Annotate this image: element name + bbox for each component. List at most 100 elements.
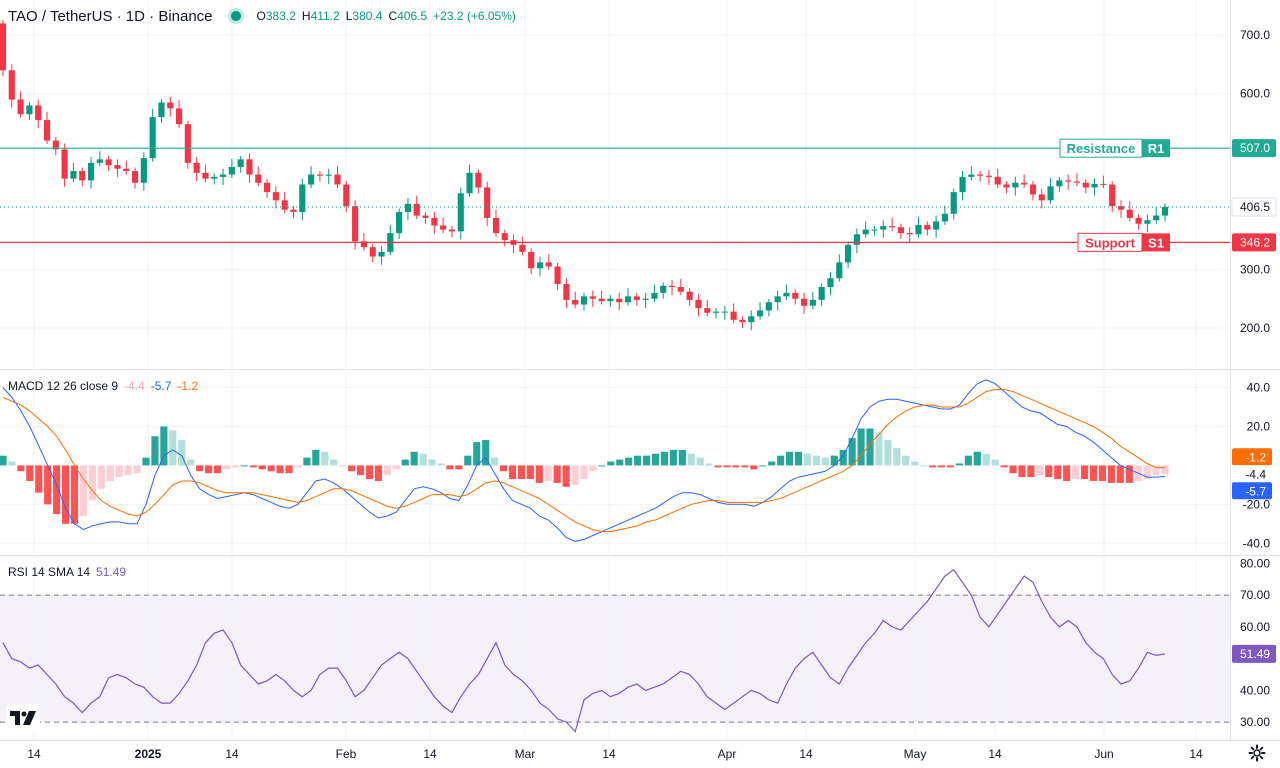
macd-histogram-bar: [160, 426, 168, 466]
macd-value-tag: [1232, 448, 1272, 466]
rsi-value: 51.49: [96, 565, 127, 579]
macd-histogram-bar: [705, 463, 713, 466]
macd-histogram-bar: [768, 461, 776, 466]
macd-histogram-bar: [133, 465, 141, 474]
candle-body: [299, 184, 306, 213]
candle-body: [730, 311, 737, 320]
macd-legend[interactable]: MACD 12 26 close 9 -4.4 -5.7 -1.2: [8, 379, 198, 393]
macd-histogram-bar: [213, 465, 222, 474]
macd-histogram-bar: [642, 455, 651, 466]
macd-histogram-bar: [812, 455, 820, 466]
rsi-tick-label: 30.00: [1240, 715, 1270, 729]
candle-body: [1047, 186, 1054, 201]
candle-body: [765, 302, 772, 311]
macd-histogram-bar: [508, 465, 517, 480]
price-tick-label: 200.0: [1240, 321, 1270, 335]
candle-body: [1056, 180, 1063, 187]
macd-tick-label: 40.0: [1247, 381, 1271, 395]
macd-histogram-bar: [1009, 465, 1017, 474]
macd-histogram-bar: [473, 442, 481, 466]
macd-histogram-bar: [669, 449, 677, 466]
candle-body: [1091, 183, 1098, 188]
candle-body: [985, 175, 993, 177]
candle-body: [1065, 180, 1072, 182]
macd-histogram-bar: [1045, 465, 1053, 478]
macd-histogram-bar: [365, 465, 374, 480]
macd-histogram-bar: [88, 465, 96, 501]
time-tick-label: Apr: [718, 747, 737, 761]
time-tick-label: Mar: [515, 747, 536, 761]
close-value: 406.5: [397, 9, 428, 23]
macd-histogram-bar: [1018, 465, 1026, 478]
macd-histogram-bar: [1027, 465, 1035, 478]
low-value: 380.4: [352, 9, 383, 23]
candle-body: [616, 298, 623, 303]
macd-title: MACD 12 26 close 9: [8, 379, 119, 393]
symbol-title[interactable]: TAO / TetherUS · 1D · Binance: [8, 7, 213, 25]
candle-body: [563, 284, 570, 300]
candle-body: [572, 299, 579, 305]
tradingview-logo-icon[interactable]: [6, 704, 40, 732]
macd-histogram-bar: [401, 459, 409, 466]
macd-histogram-bar: [303, 457, 311, 466]
candle-body: [941, 213, 949, 222]
macd-histogram-bar: [392, 465, 400, 470]
candle-body: [290, 209, 297, 213]
close-label: C: [388, 9, 398, 23]
rsi-value-label: 51.49: [1240, 647, 1270, 661]
macd-value-label: -1.2: [1245, 450, 1266, 464]
macd-histogram-bar: [937, 465, 946, 468]
candle-body: [308, 174, 315, 185]
candle-body: [87, 162, 95, 181]
macd-histogram-bar: [1161, 465, 1169, 474]
candle-body: [246, 159, 253, 175]
macd-histogram-bar: [526, 465, 534, 480]
macd-histogram-bar: [857, 428, 865, 466]
candle-body: [1126, 209, 1133, 218]
macd-histogram-bar: [26, 465, 34, 481]
macd-histogram-bar: [44, 465, 52, 505]
macd-histogram-bar: [553, 465, 561, 483]
candle-body: [404, 203, 412, 213]
candle-body: [316, 174, 323, 176]
macd-signal-value: -1.2: [177, 379, 199, 393]
candle-body: [114, 165, 121, 169]
macd-histogram-bar: [1063, 465, 1071, 481]
rsi-legend[interactable]: RSI 14 SMA 14 51.49: [8, 565, 126, 579]
macd-histogram-bar: [61, 465, 70, 524]
low-label: L: [345, 9, 353, 23]
macd-histogram-bar: [1152, 465, 1160, 476]
macd-histogram-bar: [1116, 465, 1124, 483]
macd-histogram-bar: [920, 465, 928, 467]
macd-histogram-bar: [321, 451, 329, 466]
candle-body: [589, 296, 596, 299]
macd-histogram-bar: [911, 461, 919, 466]
resistance-tag: R1: [1148, 141, 1165, 156]
candle-body: [105, 159, 112, 166]
support-tag-box: [1142, 233, 1170, 252]
macd-histogram-bar: [1125, 465, 1133, 483]
macd-histogram-bar: [169, 430, 177, 466]
candle-body: [26, 105, 33, 115]
candle-body: [897, 227, 904, 234]
candle-body: [369, 247, 376, 257]
macd-histogram-bar: [759, 465, 767, 467]
candle-body: [889, 226, 896, 228]
macd-histogram-bar: [750, 465, 758, 470]
candle-body: [1003, 184, 1010, 188]
macd-histogram-bar: [294, 465, 302, 468]
resistance-price-label: 507.0: [1240, 141, 1270, 155]
change-value: +23.2 (+6.05%): [433, 9, 516, 23]
gear-icon[interactable]: [1248, 744, 1266, 762]
macd-histogram-bar: [830, 455, 838, 466]
candle-body: [272, 192, 279, 201]
candle-body: [836, 262, 843, 279]
macd-histogram-bar: [464, 455, 472, 466]
macd-histogram-bar: [231, 465, 239, 468]
candle-body: [933, 221, 940, 230]
macd-histogram-bar: [607, 461, 615, 466]
macd-histogram-bar: [97, 465, 105, 489]
macd-histogram-bar: [115, 465, 123, 478]
macd-histogram-bar: [580, 465, 588, 480]
